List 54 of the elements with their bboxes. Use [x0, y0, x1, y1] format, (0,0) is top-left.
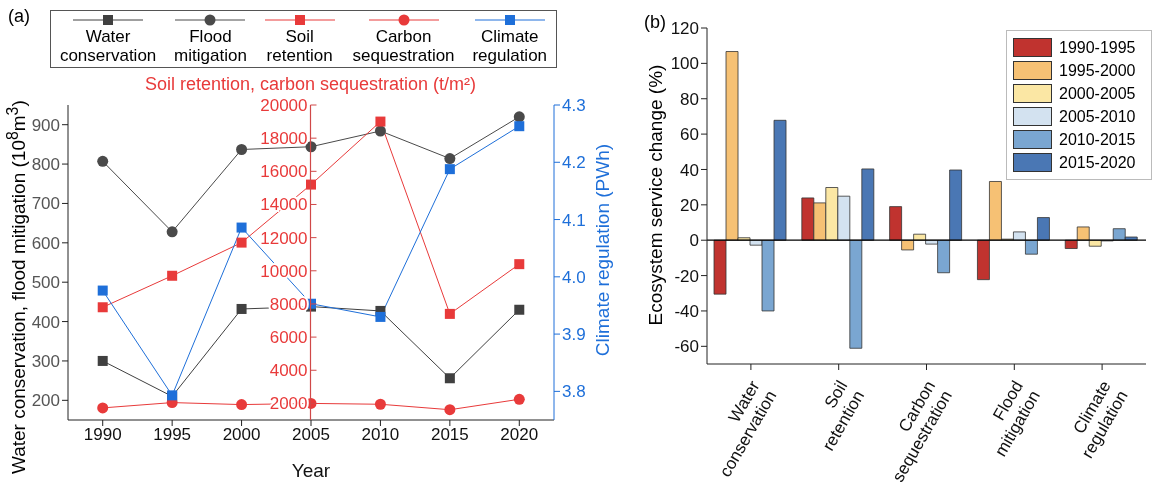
y-tick-label: 0	[689, 231, 699, 251]
y3-tick-label: 3.8	[562, 382, 586, 402]
y-tick-label: 100	[670, 54, 699, 74]
y3-tick-label: 4.1	[562, 210, 586, 230]
y3-axis-title: Climate regulation (PWh)	[592, 142, 614, 359]
y-tick-label: 500	[31, 273, 60, 293]
x-tick-label: 2010	[361, 425, 400, 445]
y2-tick-label: 20000	[260, 95, 308, 115]
legend-label: 2015-2020	[1059, 153, 1136, 172]
y-tick-label: -40	[674, 301, 699, 321]
y-tick-label: 800	[31, 155, 60, 175]
y2-tick-label: 16000	[260, 162, 308, 182]
legend-label: Carbon sequestration	[352, 27, 455, 65]
y-tick-label: 400	[31, 312, 60, 332]
legend-label: Flood mitigation	[174, 27, 247, 65]
y2-tick-label: 6000	[269, 328, 308, 348]
y-tick-label: 300	[31, 351, 60, 371]
legend-label: 2010-2015	[1059, 130, 1136, 149]
legend-label: 1990-1995	[1059, 38, 1136, 57]
x-tick-label: 2000	[222, 425, 261, 445]
x-tick-label: 2020	[500, 425, 539, 445]
legend-label: Soil retention	[266, 27, 333, 65]
legend-label: Water conservation	[59, 27, 157, 65]
legend-label: 2000-2005	[1059, 84, 1136, 103]
y-tick-label: -20	[674, 266, 699, 286]
y-axis-title: Ecosystem service change (%)	[645, 63, 667, 328]
y-tick-label: 600	[31, 233, 60, 253]
y3-tick-label: 3.9	[562, 325, 586, 345]
x-tick-label: 2005	[292, 425, 330, 445]
y-tick-label: -60	[674, 337, 699, 357]
x-tick-label: 1990	[83, 425, 122, 445]
y2-tick-label: 18000	[260, 129, 308, 149]
y3-tick-label: 4.0	[562, 267, 586, 287]
x-tick-label: 1995	[153, 425, 192, 445]
y2-axis-title: Soil retention, carbon sequestration (t/m²)	[143, 74, 478, 95]
y-tick-label: 900	[31, 115, 60, 135]
legend-label: Climate regulation	[472, 27, 548, 65]
y-tick-label: 40	[680, 160, 699, 180]
y3-tick-label: 4.3	[562, 96, 586, 116]
legend-label: 1995-2000	[1059, 61, 1136, 80]
y-tick-label: 60	[680, 125, 699, 145]
x-tick-label: 2015	[430, 425, 469, 445]
legend-label: 2005-2010	[1059, 107, 1136, 126]
x-axis-title: Year	[291, 460, 331, 481]
chart-title: (b)	[644, 12, 666, 33]
y3-tick-label: 4.2	[562, 153, 586, 173]
y-tick-label: 20	[680, 195, 699, 215]
y2-tick-label: 4000	[269, 361, 308, 381]
chart-title: (a)	[8, 6, 30, 27]
y-tick-label: 200	[31, 391, 60, 411]
y-tick-label: 700	[31, 194, 60, 214]
y-tick-label: 80	[680, 89, 699, 109]
y2-tick-label: 12000	[260, 228, 308, 248]
y-tick-label: 120	[670, 19, 699, 39]
